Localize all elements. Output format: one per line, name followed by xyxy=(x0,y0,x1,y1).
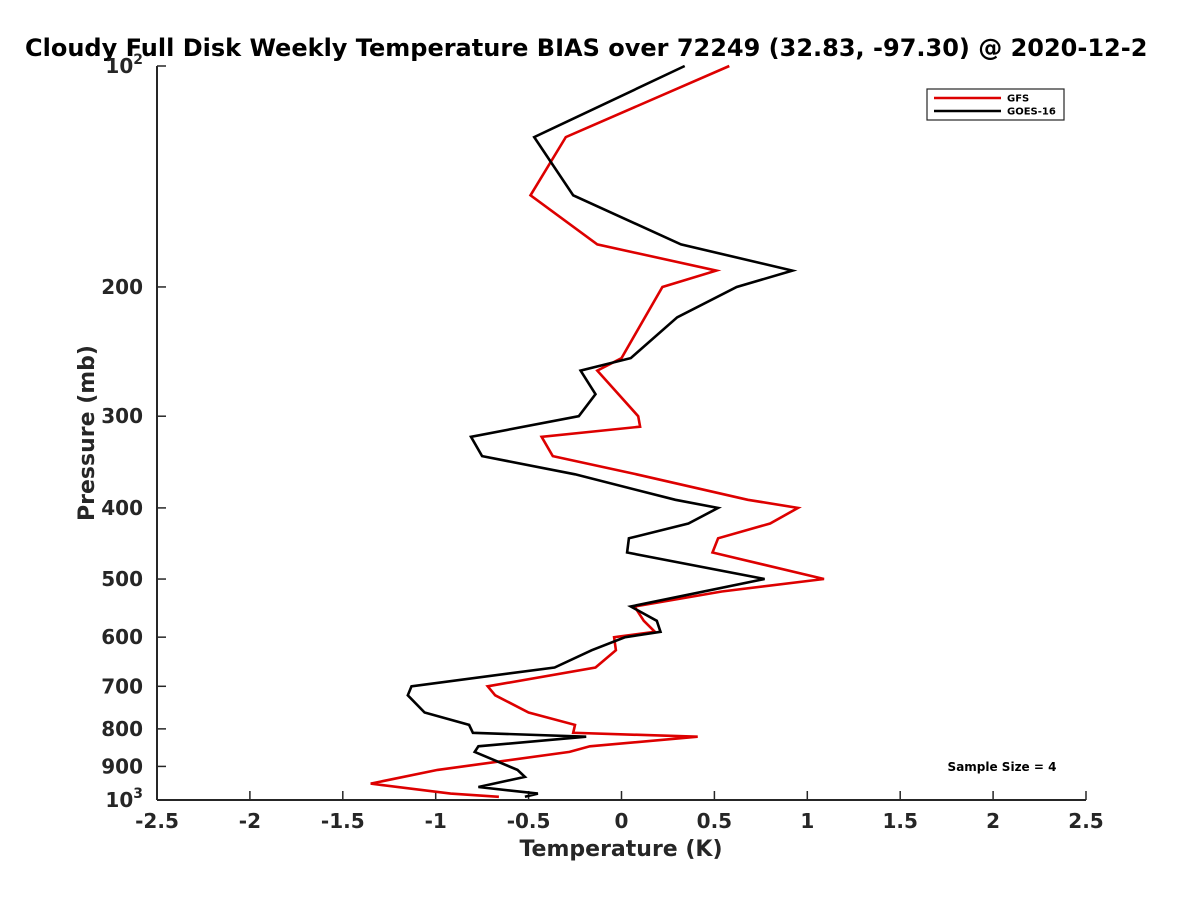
chart-series xyxy=(370,64,825,799)
chart-title: Cloudy Full Disk Weekly Temperature BIAS… xyxy=(25,34,1147,62)
legend-label: GOES-16 xyxy=(1007,107,1056,118)
x-tick-label: 1 xyxy=(800,809,814,833)
x-tick-label: 0.5 xyxy=(697,809,732,833)
y-axis-ticks: 102 200 300 400 500 600 700 800 900 103 xyxy=(101,52,166,812)
y-tick-label: 700 xyxy=(101,674,143,698)
series-line-goes-16 xyxy=(406,64,798,799)
y-tick-label: 300 xyxy=(101,404,143,428)
x-tick-label: 1.5 xyxy=(882,809,917,833)
x-tick-label: -2 xyxy=(239,809,261,833)
y-tick-label: 500 xyxy=(101,567,143,591)
sample-size-note: Sample Size = 4 xyxy=(948,760,1057,774)
x-axis-ticks: -2.5 -2 -1.5 -1 -0.5 0 0.5 1 1.5 2 2.5 xyxy=(135,791,1104,833)
x-tick-label: -0.5 xyxy=(507,809,551,833)
x-tick-label: -2.5 xyxy=(135,809,179,833)
x-tick-label: 0 xyxy=(615,809,629,833)
x-tick-label: 2.5 xyxy=(1068,809,1103,833)
y-tick-label: 400 xyxy=(101,496,143,520)
y-tick-label: 900 xyxy=(101,754,143,778)
legend-label: GFS xyxy=(1007,94,1029,105)
series-line-gfs xyxy=(370,64,825,799)
y-tick-label: 102 xyxy=(105,52,143,78)
legend: GFS GOES-16 xyxy=(926,88,1065,121)
x-tick-label: -1.5 xyxy=(321,809,365,833)
x-tick-label: 2 xyxy=(986,809,1000,833)
y-tick-label: 800 xyxy=(101,717,143,741)
x-tick-label: -1 xyxy=(425,809,447,833)
y-tick-label: 103 xyxy=(105,786,143,812)
y-tick-label: 600 xyxy=(101,625,143,649)
y-axis-label: Pressure (mb) xyxy=(75,345,100,521)
x-axis-label: Temperature (K) xyxy=(519,837,722,862)
legend-box xyxy=(926,88,1065,121)
y-tick-label: 200 xyxy=(101,275,143,299)
